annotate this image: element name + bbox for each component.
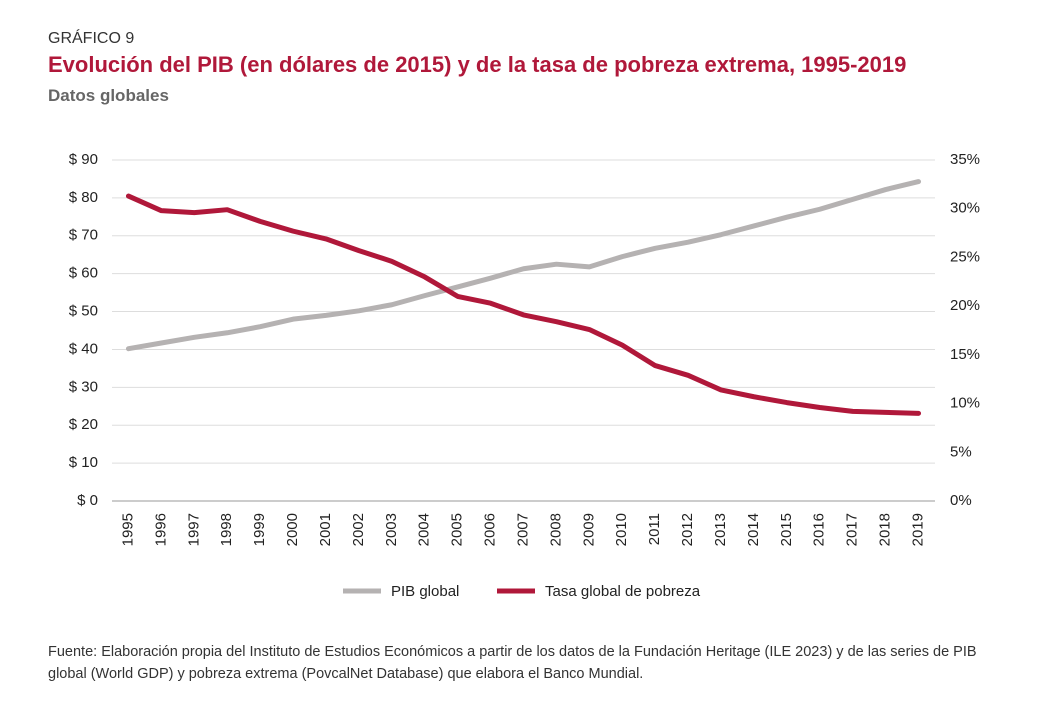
- y2-tick-label: 25%: [950, 248, 980, 265]
- x-tick-label: 2012: [679, 513, 696, 546]
- x-tick-label: 1999: [251, 513, 268, 546]
- legend-label: PIB global: [391, 583, 459, 600]
- line-series: [125, 179, 922, 352]
- x-tick-label: 2009: [580, 513, 597, 546]
- x-tick-label: 2013: [712, 513, 729, 546]
- y-tick-label: $ 50: [69, 303, 98, 320]
- chart: $ 0 $ 10 $ 20 $ 30 $ 40 $ 50 $ 60 $ 70 $ 80 $ 90 0…: [69, 151, 980, 600]
- source-note: Fuente: Elaboración propia del Instituto…: [48, 644, 977, 682]
- chart-subtitle: Datos globales: [48, 86, 169, 105]
- y2-tick-label: 10%: [950, 395, 980, 412]
- x-tick-label: 2010: [613, 513, 630, 546]
- x-tick-label: 2002: [350, 513, 367, 546]
- y-tick-label: $ 80: [69, 189, 98, 206]
- x-tick-label: 2004: [416, 513, 433, 546]
- x-tick-label: 1995: [119, 513, 136, 546]
- kicker: GRÁFICO 9: [48, 30, 135, 47]
- x-tick-label: 2003: [383, 513, 400, 546]
- x-tick-label: 2000: [284, 513, 301, 546]
- x-tick-label: 2011: [646, 513, 663, 545]
- y-tick-label: $ 70: [69, 227, 98, 244]
- legend-label: Tasa global de pobreza: [545, 583, 701, 600]
- line-series: [125, 193, 922, 416]
- y-tick-label: $ 30: [69, 378, 98, 395]
- x-tick-label: 2007: [514, 513, 531, 546]
- x-tick-label: 2006: [482, 513, 499, 546]
- y2-tick-label: 15%: [950, 346, 980, 363]
- y2-tick-label: 35%: [950, 151, 980, 168]
- y-tick-label: $ 10: [69, 454, 98, 471]
- x-tick-label: 1997: [185, 513, 202, 546]
- x-tick-label: 1998: [218, 513, 235, 546]
- x-tick-label: 2014: [745, 513, 762, 546]
- y-tick-label: $ 90: [69, 151, 98, 168]
- x-tick-label: 2019: [910, 513, 927, 546]
- x-tick-label: 2017: [844, 513, 861, 546]
- x-tick-label: 2018: [877, 513, 894, 546]
- y-tick-label: $ 40: [69, 340, 98, 357]
- x-tick-label: 2008: [547, 513, 564, 546]
- y-tick-label: $ 60: [69, 265, 98, 282]
- y2-tick-label: 20%: [950, 297, 980, 314]
- x-tick-label: 2005: [449, 513, 466, 546]
- x-tick-label: 2016: [811, 513, 828, 546]
- y2-tick-label: 5%: [950, 443, 972, 460]
- x-tick-label: 2001: [317, 513, 334, 546]
- chart-title: Evolución del PIB (en dólares de 2015) y…: [48, 52, 907, 77]
- y2-tick-label: 30%: [950, 200, 980, 217]
- y-tick-label: $ 0: [77, 492, 98, 509]
- x-tick-label: 1996: [152, 513, 169, 546]
- y2-tick-label: 0%: [950, 492, 972, 509]
- y-tick-label: $ 20: [69, 416, 98, 433]
- x-tick-label: 2015: [778, 513, 795, 546]
